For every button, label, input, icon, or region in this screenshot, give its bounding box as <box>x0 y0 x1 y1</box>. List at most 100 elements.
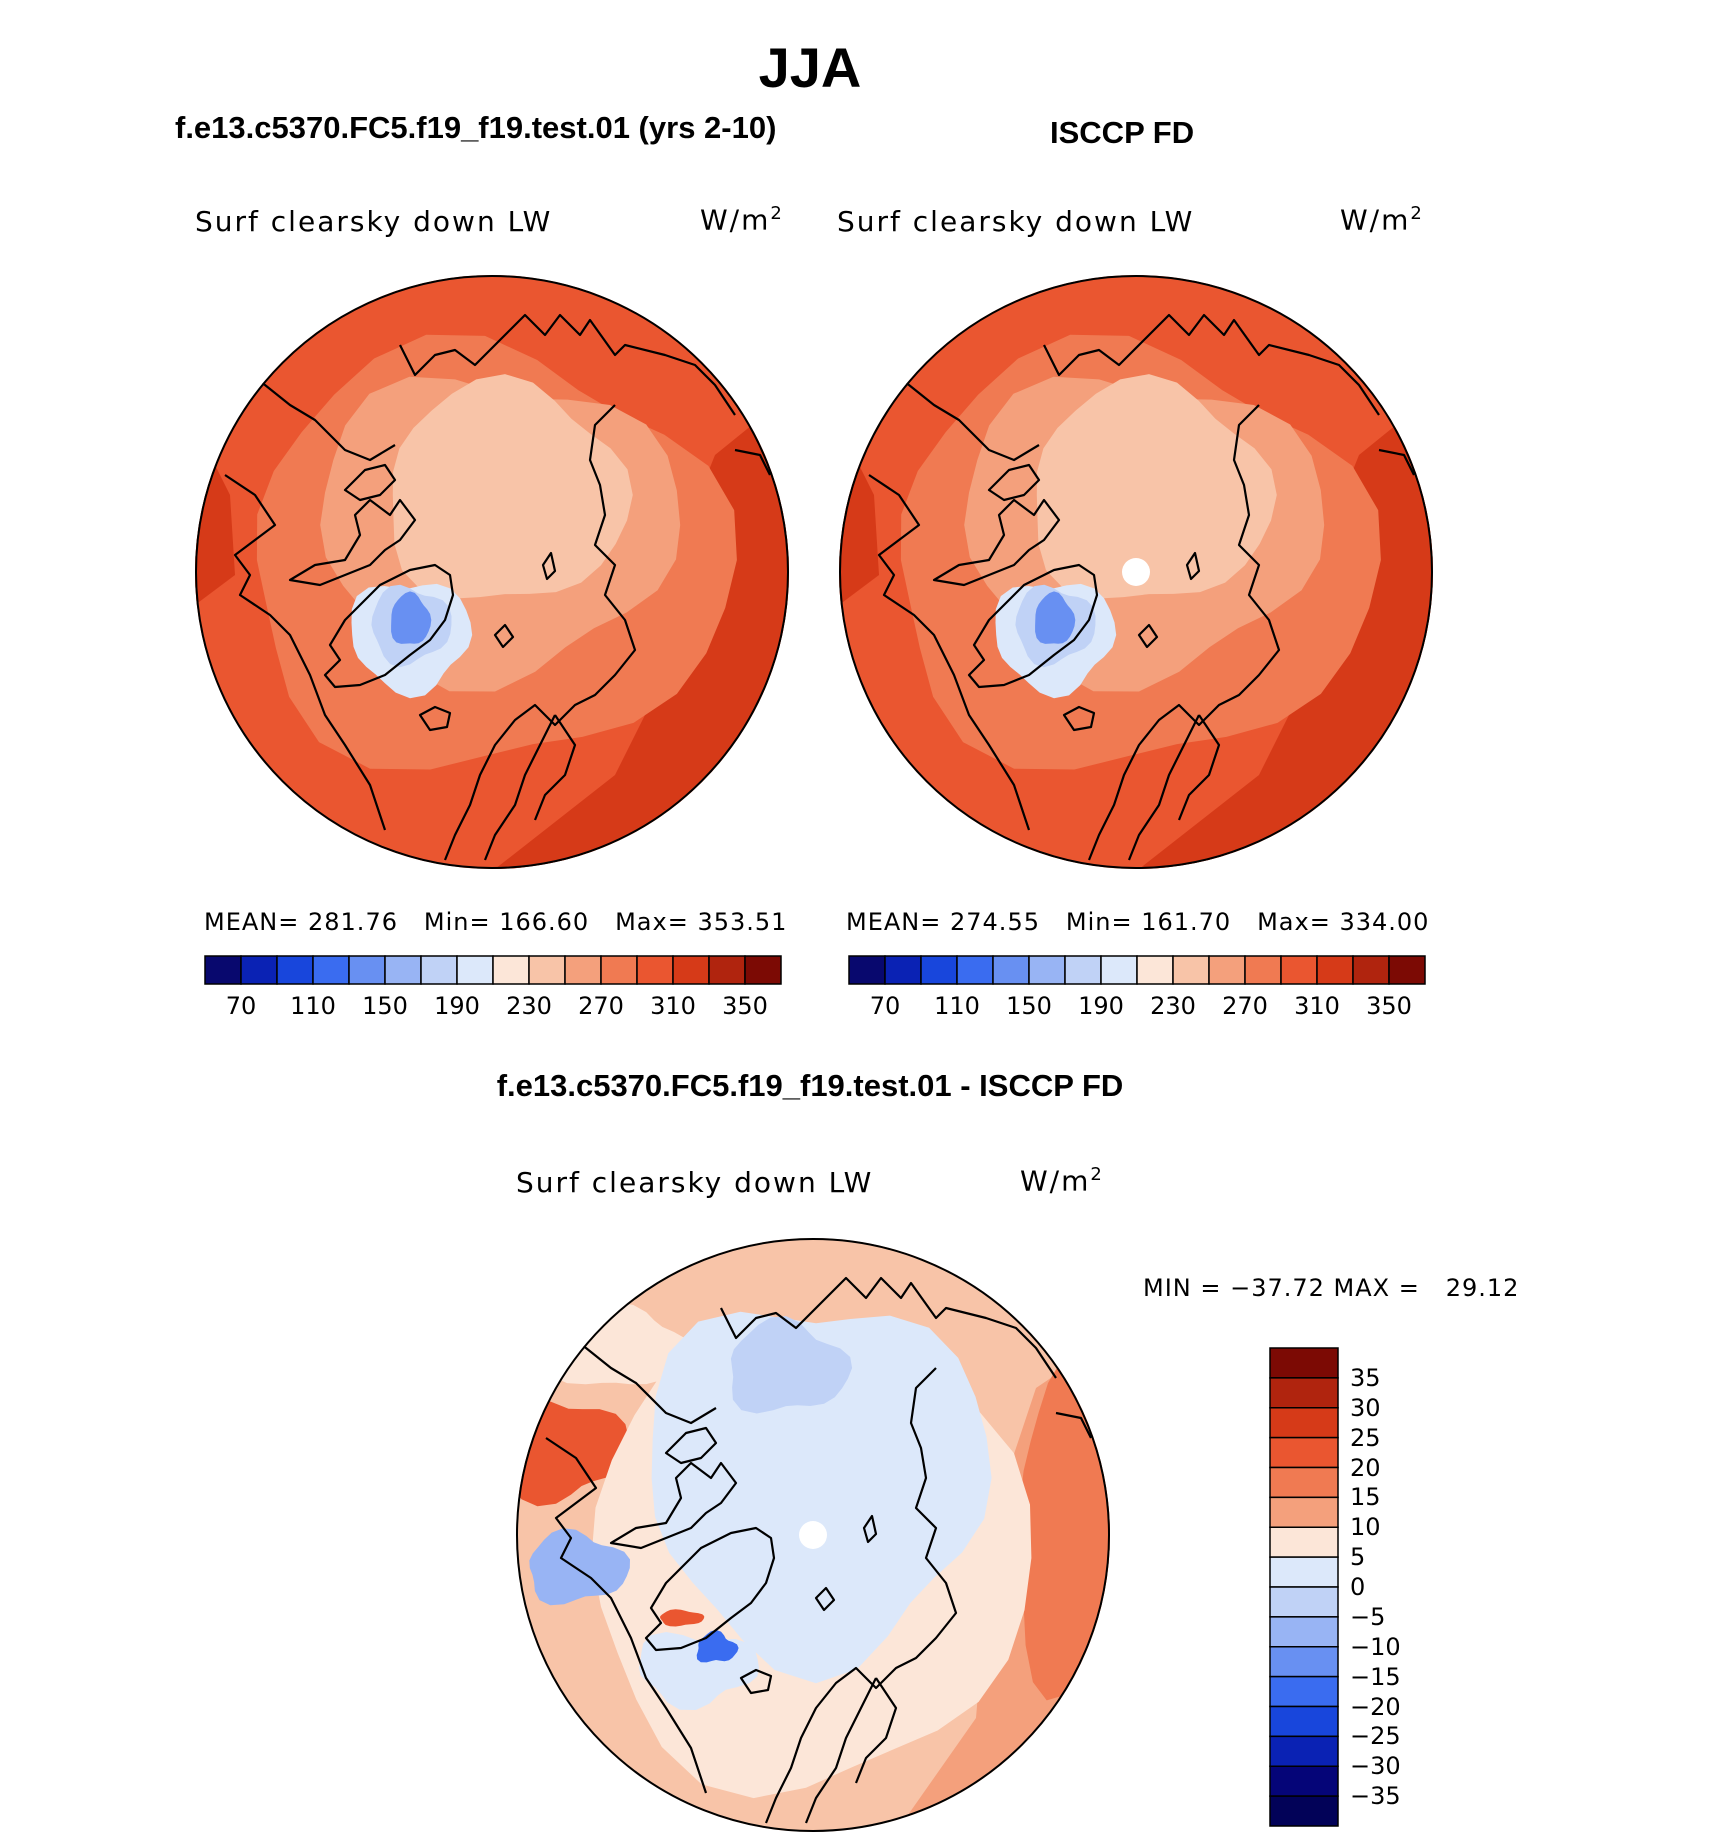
diff-field-hudson-cold <box>529 1528 630 1606</box>
diff-kamchatka-coast <box>1055 1411 1092 1439</box>
diff-colorbar-tick-label: −20 <box>1350 1692 1401 1721</box>
obs-colorbar-swatch <box>1208 955 1246 985</box>
diff-colorbar-swatch <box>1269 1616 1339 1648</box>
model-colorbar-swatch <box>456 955 494 985</box>
obs-siberia-coast <box>1043 313 1380 416</box>
diff-colorbar-tick-label: −35 <box>1350 1782 1401 1811</box>
obs-kamchatka-coast <box>1378 448 1415 476</box>
obs-scandinavia-coast <box>1127 714 1221 861</box>
obs-europe-coast <box>1087 404 1281 861</box>
model-units-label: W/m2 <box>700 203 784 236</box>
model-colorbar-swatch <box>744 955 782 985</box>
obs-colorbar-swatch <box>1064 955 1102 985</box>
obs-north-america-coast <box>868 474 1031 831</box>
diff-greenland-coast <box>644 1526 776 1652</box>
model-colorbar-labels: 70 110 150 190 230 270 310 350 <box>205 992 781 1022</box>
model-mean-label: MEAN= <box>204 908 300 936</box>
model-colorbar-swatch <box>204 955 242 985</box>
model-colorbar-tick-label: 110 <box>290 992 336 1020</box>
diff-scandinavia-coast <box>804 1677 898 1824</box>
diff-siberia-coast <box>720 1276 1057 1379</box>
model-kamchatka-coast <box>734 448 771 476</box>
diff-colorbar-swatch <box>1269 1407 1339 1439</box>
obs-map-border <box>839 275 1433 869</box>
model-max-label: Max= <box>615 908 689 936</box>
obs-arctic-island-coast <box>987 463 1041 502</box>
model-greenland-coast <box>323 563 455 689</box>
diff-colorbar-swatch <box>1269 1675 1339 1708</box>
model-colorbar-tick-label: 230 <box>506 992 552 1020</box>
model-novaya-zemlya-coast <box>541 551 557 581</box>
model-iceland-coast <box>418 705 452 732</box>
diff-min-max-stats: MIN = −37.72 MAX = 29.12 <box>1143 1274 1520 1302</box>
diff-novaya-zemlya-coast <box>862 1514 878 1544</box>
obs-greenland-coast <box>967 563 1099 689</box>
obs-colorbar-swatch <box>1136 955 1174 985</box>
model-units-text: W/m <box>700 203 771 237</box>
diff-colorbar-tick-label: −30 <box>1350 1752 1401 1781</box>
obs-colorbar-swatch <box>884 955 922 985</box>
model-colorbar-tick-label: 70 <box>225 992 257 1020</box>
diff-units-exponent: 2 <box>1090 1164 1104 1185</box>
obs-colorbar-swatch <box>956 955 994 985</box>
obs-colorbar-swatch <box>920 955 958 985</box>
obs-mean-label: MEAN= <box>846 908 942 936</box>
diff-coastlines <box>545 1276 1092 1824</box>
diff-units-label: W/m2 <box>1020 1164 1104 1197</box>
model-colorbar-swatch <box>708 955 746 985</box>
model-colorbar-swatch <box>528 955 566 985</box>
diff-colorbar-tick-label: −15 <box>1350 1662 1401 1691</box>
diff-colorbar-tick-label: 20 <box>1350 1453 1381 1482</box>
obs-colorbar-swatch <box>1172 955 1210 985</box>
model-alaska-coast <box>234 364 396 462</box>
obs-colorbar-swatch <box>1316 955 1354 985</box>
diff-colorbar-swatch <box>1269 1646 1339 1678</box>
diff-field-greenland-warm-streak <box>660 1609 705 1627</box>
diff-units-text: W/m <box>1020 1164 1091 1198</box>
diff-polar-map <box>516 1238 1110 1832</box>
model-coastlines <box>224 313 771 861</box>
diff-colorbar-swatch <box>1269 1556 1339 1588</box>
model-siberia-coast <box>399 313 736 416</box>
season-title: JJA <box>758 36 862 99</box>
obs-novaya-zemlya-coast <box>1185 551 1201 581</box>
model-colorbar <box>204 955 782 985</box>
obs-variable-label: Surf clearsky down LW <box>837 205 1195 238</box>
model-arctic-island-coast <box>343 463 397 502</box>
diff-colorbar-tick-label: −25 <box>1350 1722 1401 1751</box>
diff-colorbar-tick-label: 35 <box>1350 1363 1381 1392</box>
obs-colorbar-tick-label: 70 <box>869 992 901 1020</box>
model-colorbar-tick-label: 150 <box>362 992 408 1020</box>
model-colorbar-swatch <box>420 955 458 985</box>
obs-colorbar <box>848 955 1426 985</box>
obs-stats: MEAN= 274.55 Min= 161.70 Max= 334.00 <box>846 908 1429 936</box>
diff-svalbard-coast <box>814 1586 836 1612</box>
obs-colorbar-tick-label: 110 <box>934 992 980 1020</box>
obs-pole-missing-data <box>1122 558 1150 586</box>
model-colorbar-swatch <box>636 955 674 985</box>
model-north-america-coast <box>224 474 387 831</box>
diff-colorbar-swatch <box>1269 1347 1339 1379</box>
model-arctic-archipelago-coast <box>288 498 417 587</box>
model-colorbar-tick-label: 310 <box>650 992 696 1020</box>
diff-north-america-coast <box>545 1437 708 1794</box>
model-map-field <box>195 275 789 869</box>
diff-alaska-coast <box>555 1327 717 1425</box>
obs-colorbar-swatch <box>1352 955 1390 985</box>
diff-colorbar-swatch <box>1269 1795 1339 1827</box>
diff-colorbar-swatch <box>1269 1526 1339 1558</box>
model-units-exponent: 2 <box>770 203 784 224</box>
obs-units-label: W/m2 <box>1340 203 1424 236</box>
model-field-polar-cap <box>392 374 633 599</box>
model-field-greenland-150 <box>391 591 432 644</box>
model-panel-title: f.e13.c5370.FC5.f19_f19.test.01 (yrs 2-1… <box>175 110 777 145</box>
diff-panel-title: f.e13.c5370.FC5.f19_f19.test.01 - ISCCP … <box>496 1068 1124 1103</box>
obs-units-exponent: 2 <box>1410 203 1424 224</box>
obs-map-field <box>839 275 1433 869</box>
model-colorbar-swatch <box>276 955 314 985</box>
diff-field-negative-cap <box>651 1311 992 1684</box>
obs-colorbar-swatch <box>1244 955 1282 985</box>
diff-colorbar-swatch <box>1269 1735 1339 1767</box>
diff-field-cold-patch <box>730 1316 853 1414</box>
obs-colorbar-swatch <box>1280 955 1318 985</box>
